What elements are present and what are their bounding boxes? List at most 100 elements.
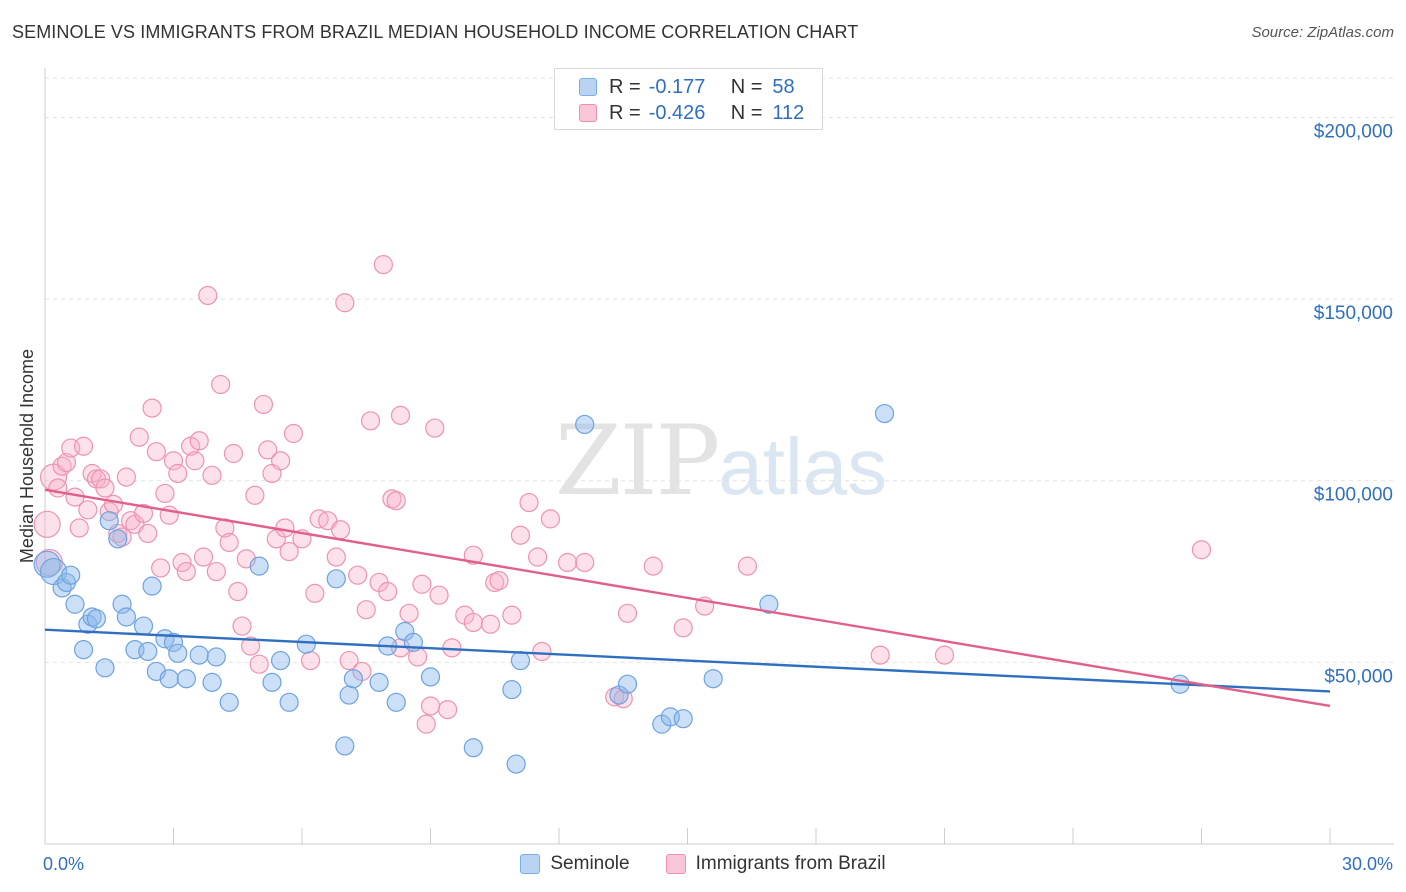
point-brazil <box>356 600 376 620</box>
point-brazil <box>223 443 244 464</box>
legend-r-label: R = <box>609 75 641 98</box>
point-brazil <box>416 714 436 734</box>
point-seminole <box>270 650 291 671</box>
point-brazil <box>557 552 578 573</box>
point-brazil <box>305 583 325 603</box>
point-seminole <box>65 594 85 614</box>
point-brazil <box>519 492 539 513</box>
legend-swatch-brazil <box>579 104 597 122</box>
point-seminole <box>112 594 132 614</box>
point-brazil <box>116 467 136 487</box>
legend-r-label: R = <box>609 101 641 124</box>
point-brazil <box>198 285 218 306</box>
point-seminole <box>138 641 158 662</box>
point-brazil <box>399 603 419 623</box>
legend-n-label: N = <box>730 101 763 124</box>
point-brazil <box>155 483 175 504</box>
point-brazil <box>172 552 192 573</box>
point-brazil <box>249 654 269 674</box>
point-brazil <box>232 616 252 636</box>
point-brazil <box>643 556 663 576</box>
point-brazil <box>241 636 261 656</box>
point-brazil <box>228 581 248 602</box>
point-brazil <box>463 545 483 565</box>
point-brazil <box>386 491 406 511</box>
stats-legend: R = -0.177 N = 58 R = -0.426 N = 112 <box>554 68 823 130</box>
points-brazil <box>33 255 1212 734</box>
legend-item-brazil[interactable]: Immigrants from Brazil <box>665 853 886 875</box>
axes <box>44 68 1394 845</box>
point-seminole <box>575 414 595 435</box>
point-brazil <box>270 451 291 471</box>
legend-swatch-brazil <box>665 854 686 874</box>
point-brazil <box>69 518 89 538</box>
point-brazil <box>279 541 299 562</box>
point-seminole <box>617 674 638 694</box>
y-tick-label: $150,000 <box>1314 303 1393 324</box>
point-brazil <box>176 561 196 582</box>
legend-r-value-brazil: -0.426 <box>648 101 706 124</box>
point-seminole <box>116 607 136 627</box>
point-brazil <box>33 510 61 538</box>
legend-n-value-brazil: 112 <box>772 101 805 124</box>
tick-labels: $50,000 $100,000 $150,000 $200,000 0.0% 30.0%… <box>17 121 1393 874</box>
point-brazil <box>438 699 458 720</box>
point-brazil <box>420 696 441 716</box>
trend-line-seminole <box>44 628 1331 693</box>
point-seminole <box>759 594 779 614</box>
point-brazil <box>737 556 758 576</box>
point-brazil <box>1191 540 1212 560</box>
point-seminole <box>206 647 226 667</box>
point-brazil <box>163 451 184 471</box>
x-tick-label-min: 0.0% <box>43 854 84 874</box>
point-seminole <box>673 709 693 729</box>
point-seminole <box>189 645 209 665</box>
legend-item-seminole[interactable]: Seminole <box>520 853 630 875</box>
point-brazil <box>934 645 955 665</box>
point-brazil <box>129 427 149 447</box>
legend-swatch-seminole <box>579 78 597 96</box>
point-brazil <box>510 525 531 545</box>
points-seminole <box>33 403 1190 774</box>
point-brazil <box>206 561 226 582</box>
legend-row-brazil: R = -0.426 N = 112 <box>579 100 804 126</box>
point-brazil <box>146 442 166 462</box>
source-label: Source: ZipAtlas.com <box>1251 24 1394 41</box>
point-seminole <box>335 736 355 756</box>
legend-row-seminole: R = -0.177 N = 58 <box>579 74 795 100</box>
trend-lines <box>44 488 1331 708</box>
point-brazil <box>253 394 274 415</box>
watermark-atlas: atlas <box>718 422 888 511</box>
point-seminole <box>386 692 406 712</box>
point-brazil <box>373 255 393 275</box>
point-brazil <box>283 423 304 444</box>
point-brazil <box>339 650 359 671</box>
point-brazil <box>390 405 411 425</box>
point-seminole <box>219 692 239 712</box>
point-seminole <box>142 576 162 596</box>
point-brazil <box>463 612 483 633</box>
point-brazil <box>258 440 278 460</box>
point-brazil <box>168 463 188 484</box>
point-seminole <box>86 609 107 629</box>
point-brazil <box>532 641 552 662</box>
point-seminole <box>502 680 522 700</box>
point-brazil <box>360 411 381 431</box>
point-brazil <box>425 418 445 438</box>
point-brazil <box>673 618 693 638</box>
legend-n-label: N = <box>730 75 763 98</box>
watermark-zip: ZIP <box>555 405 720 517</box>
point-brazil <box>330 520 351 540</box>
legend-label-brazil: Immigrants from Brazil <box>695 853 886 874</box>
point-brazil <box>575 552 595 573</box>
point-brazil <box>133 503 154 524</box>
point-seminole <box>279 692 299 712</box>
point-seminole <box>506 754 526 774</box>
point-seminole <box>133 616 154 636</box>
point-seminole <box>95 658 115 678</box>
trend-line-brazil <box>44 488 1331 708</box>
y-tick-label: $100,000 <box>1314 485 1393 506</box>
gridlines <box>45 77 1394 663</box>
legend-n-value-seminole: 58 <box>772 75 795 98</box>
